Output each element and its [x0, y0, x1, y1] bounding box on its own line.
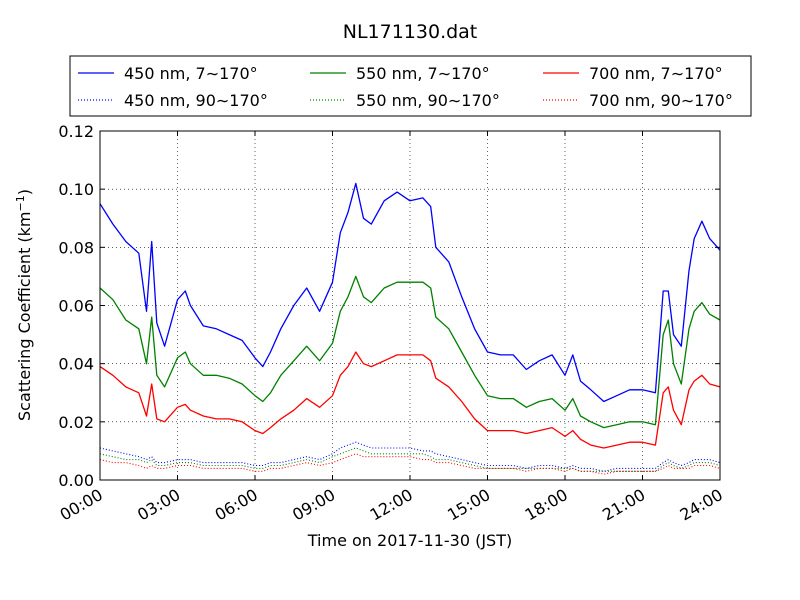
legend-items: 450 nm, 7∼170° 550 nm, 7∼170° 700 nm, 7∼17… [78, 64, 733, 110]
y-tick-label: 0.04 [58, 355, 94, 374]
y-tick-label: 0.00 [58, 471, 94, 490]
series-line [99, 351, 721, 449]
series-line [99, 182, 721, 403]
legend-box [69, 55, 752, 117]
series-line [99, 447, 721, 472]
legend: 450 nm, 7∼170° 550 nm, 7∼170° 700 nm, 7∼17… [69, 55, 752, 117]
y-tick-label: 0.10 [58, 180, 94, 199]
legend-label: 450 nm, 7∼170° [124, 64, 258, 83]
y-axis-label: Scattering Coefficient (km−1) [14, 189, 34, 421]
legend-label: 700 nm, 90∼170° [589, 91, 733, 110]
y-axis-label-close: ) [15, 189, 34, 195]
y-tick-label: 0.02 [58, 413, 94, 432]
y-tick-label: 0.12 [58, 122, 94, 141]
grid-lines [100, 131, 720, 480]
legend-label: 550 nm, 90∼170° [356, 91, 500, 110]
series-lines [99, 182, 721, 475]
legend-label: 450 nm, 90∼170° [124, 91, 268, 110]
legend-label: 700 nm, 7∼170° [589, 64, 723, 83]
legend-label: 550 nm, 7∼170° [356, 64, 490, 83]
y-axis-label-main: Scattering Coefficient (km [15, 211, 34, 421]
series-line [99, 275, 721, 429]
x-axis-label: Time on 2017-11-30 (JST) [307, 531, 512, 550]
chart-title: NL171130.dat [343, 21, 478, 43]
series-line [99, 453, 721, 475]
y-axis-ticks: 0.00 0.02 0.04 0.06 0.08 0.10 0.12 [58, 122, 720, 490]
y-tick-label: 0.06 [58, 297, 94, 316]
y-axis-label-superscript: −1 [14, 195, 27, 211]
y-tick-label: 0.08 [58, 238, 94, 257]
